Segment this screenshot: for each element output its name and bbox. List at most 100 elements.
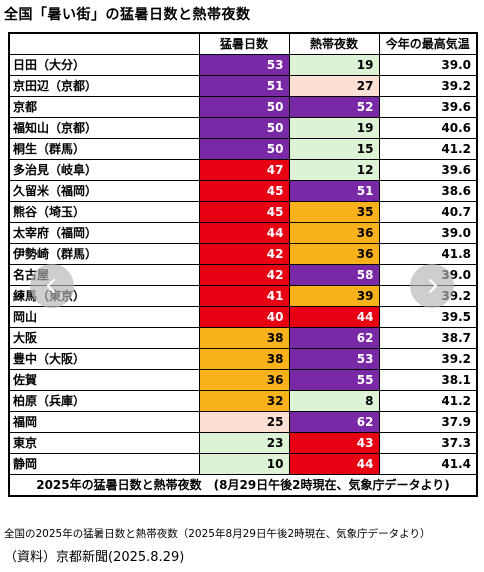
header-mosho-days: 猛暑日数 — [198, 32, 290, 55]
nettai-nights-cell: 36 — [288, 221, 380, 244]
max-temp-cell: 40.6 — [378, 116, 478, 139]
table-footer-note: 2025年の猛暑日数と熱帯夜数 (8月29日午後2時現在、気象庁データより) — [8, 473, 478, 497]
nettai-nights-cell: 36 — [288, 242, 380, 265]
max-temp-cell: 39.2 — [378, 74, 478, 97]
city-name-cell: 豊中（大阪） — [8, 347, 200, 370]
table-row: 伊勢崎（群馬） 42 36 41.8 — [8, 242, 478, 265]
max-temp-cell: 39.2 — [378, 347, 478, 370]
nettai-nights-cell: 15 — [288, 137, 380, 160]
mosho-days-cell: 42 — [198, 263, 290, 286]
city-name-cell: 佐賀 — [8, 368, 200, 391]
city-name-cell: 柏原（兵庫） — [8, 389, 200, 412]
city-name-cell: 日田（大分） — [8, 53, 200, 76]
nettai-nights-cell: 39 — [288, 284, 380, 307]
carousel-prev-button[interactable] — [30, 264, 74, 308]
city-name-cell: 太宰府（福岡） — [8, 221, 200, 244]
table-row: 日田（大分） 53 19 39.0 — [8, 53, 478, 76]
table-row: 桐生（群馬） 50 15 41.2 — [8, 137, 478, 160]
max-temp-cell: 39.0 — [378, 221, 478, 244]
nettai-nights-cell: 53 — [288, 347, 380, 370]
table-body: 日田（大分） 53 19 39.0 京田辺（京都） 51 27 39.2 京都 50 52 39.6 福… — [8, 53, 478, 475]
max-temp-cell: 38.6 — [378, 179, 478, 202]
header-nettai-nights: 熱帯夜数 — [288, 32, 380, 55]
max-temp-cell: 41.2 — [378, 389, 478, 412]
nettai-nights-cell: 52 — [288, 95, 380, 118]
mosho-days-cell: 38 — [198, 347, 290, 370]
max-temp-cell: 39.6 — [378, 158, 478, 181]
mosho-days-cell: 42 — [198, 242, 290, 265]
city-name-cell: 静岡 — [8, 452, 200, 475]
city-name-cell: 熊谷（埼玉） — [8, 200, 200, 223]
max-temp-cell: 38.1 — [378, 368, 478, 391]
table-row: 佐賀 36 55 38.1 — [8, 368, 478, 391]
table-row: 久留米（福岡） 45 51 38.6 — [8, 179, 478, 202]
mosho-days-cell: 53 — [198, 53, 290, 76]
table-row: 静岡 10 44 41.4 — [8, 452, 478, 475]
mosho-days-cell: 50 — [198, 137, 290, 160]
header-max-temp: 今年の最高気温 — [378, 32, 478, 55]
nettai-nights-cell: 19 — [288, 53, 380, 76]
city-name-cell: 京田辺（京都） — [8, 74, 200, 97]
mosho-days-cell: 51 — [198, 74, 290, 97]
mosho-days-cell: 44 — [198, 221, 290, 244]
nettai-nights-cell: 58 — [288, 263, 380, 286]
max-temp-cell: 41.2 — [378, 137, 478, 160]
carousel-next-button[interactable] — [410, 264, 454, 308]
mosho-days-cell: 45 — [198, 179, 290, 202]
nettai-nights-cell: 19 — [288, 116, 380, 139]
figure-caption: 全国の2025年の猛暑日数と熱帯夜数（2025年8月29日午後2時現在、気象庁デ… — [4, 528, 431, 540]
table-row: 豊中（大阪） 38 53 39.2 — [8, 347, 478, 370]
max-temp-cell: 41.4 — [378, 452, 478, 475]
nettai-nights-cell: 8 — [288, 389, 380, 412]
table-row: 熊谷（埼玉） 45 35 40.7 — [8, 200, 478, 223]
table-header-row: 猛暑日数 熱帯夜数 今年の最高気温 — [8, 32, 478, 55]
table-row: 大阪 38 62 38.7 — [8, 326, 478, 349]
max-temp-cell: 41.8 — [378, 242, 478, 265]
city-name-cell: 桐生（群馬） — [8, 137, 200, 160]
nettai-nights-cell: 44 — [288, 452, 380, 475]
nettai-nights-cell: 51 — [288, 179, 380, 202]
mosho-days-cell: 23 — [198, 431, 290, 454]
table-footer-row: 2025年の猛暑日数と熱帯夜数 (8月29日午後2時現在、気象庁データより) — [8, 473, 478, 497]
chevron-right-icon — [428, 278, 438, 294]
mosho-days-cell: 50 — [198, 116, 290, 139]
max-temp-cell: 38.7 — [378, 326, 478, 349]
table-row: 京都 50 52 39.6 — [8, 95, 478, 118]
nettai-nights-cell: 27 — [288, 74, 380, 97]
mosho-days-cell: 41 — [198, 284, 290, 307]
city-name-cell: 福知山（京都） — [8, 116, 200, 139]
chevron-left-icon — [46, 278, 56, 294]
nettai-nights-cell: 43 — [288, 431, 380, 454]
city-name-cell: 東京 — [8, 431, 200, 454]
max-temp-cell: 39.5 — [378, 305, 478, 328]
page-title: 全国「暑い街」の猛暑日数と熱帯夜数 — [4, 7, 251, 23]
mosho-days-cell: 45 — [198, 200, 290, 223]
table-row: 福知山（京都） 50 19 40.6 — [8, 116, 478, 139]
mosho-days-cell: 38 — [198, 326, 290, 349]
mosho-days-cell: 10 — [198, 452, 290, 475]
city-name-cell: 伊勢崎（群馬） — [8, 242, 200, 265]
city-name-cell: 多治見（岐阜） — [8, 158, 200, 181]
mosho-days-cell: 47 — [198, 158, 290, 181]
table-row: 名古屋 42 58 39.0 — [8, 263, 478, 286]
max-temp-cell: 37.9 — [378, 410, 478, 433]
source-credit: （資料）京都新聞(2025.8.29) — [4, 550, 185, 565]
mosho-days-cell: 32 — [198, 389, 290, 412]
table-row: 東京 23 43 37.3 — [8, 431, 478, 454]
city-name-cell: 久留米（福岡） — [8, 179, 200, 202]
table-row: 多治見（岐阜） 47 12 39.6 — [8, 158, 478, 181]
heat-table: 猛暑日数 熱帯夜数 今年の最高気温 日田（大分） 53 19 39.0 京田辺（京都） 5… — [8, 32, 478, 497]
max-temp-cell: 39.0 — [378, 53, 478, 76]
table-row: 柏原（兵庫） 32 8 41.2 — [8, 389, 478, 412]
city-name-cell: 岡山 — [8, 305, 200, 328]
city-name-cell: 大阪 — [8, 326, 200, 349]
mosho-days-cell: 50 — [198, 95, 290, 118]
nettai-nights-cell: 62 — [288, 410, 380, 433]
header-city — [8, 32, 200, 55]
max-temp-cell: 40.7 — [378, 200, 478, 223]
table-row: 福岡 25 62 37.9 — [8, 410, 478, 433]
nettai-nights-cell: 35 — [288, 200, 380, 223]
city-name-cell: 福岡 — [8, 410, 200, 433]
city-name-cell: 京都 — [8, 95, 200, 118]
